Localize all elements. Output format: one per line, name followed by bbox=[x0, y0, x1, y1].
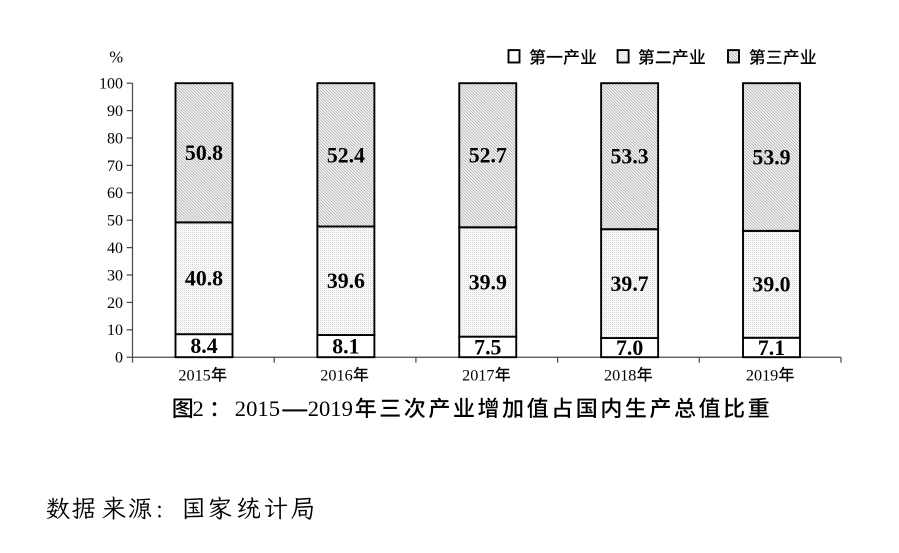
svg-text:40.8: 40.8 bbox=[185, 267, 223, 291]
svg-text:50.8: 50.8 bbox=[185, 141, 223, 165]
svg-text:52.7: 52.7 bbox=[469, 144, 507, 168]
svg-text:20: 20 bbox=[107, 295, 123, 312]
svg-text:30: 30 bbox=[107, 267, 123, 284]
svg-text:60: 60 bbox=[107, 185, 123, 202]
svg-text:52.4: 52.4 bbox=[327, 143, 365, 167]
svg-text:100: 100 bbox=[99, 76, 123, 93]
svg-text:53.3: 53.3 bbox=[611, 145, 649, 169]
svg-text:39.6: 39.6 bbox=[327, 269, 365, 293]
svg-text:2019: 2019 bbox=[746, 366, 778, 384]
svg-text:39.7: 39.7 bbox=[611, 272, 649, 296]
svg-text:2017: 2017 bbox=[462, 366, 494, 384]
svg-text:2015: 2015 bbox=[235, 396, 280, 421]
svg-text:7.0: 7.0 bbox=[616, 336, 643, 360]
svg-text:10: 10 bbox=[107, 322, 123, 339]
svg-text:8.4: 8.4 bbox=[190, 334, 217, 358]
svg-text:8.1: 8.1 bbox=[332, 335, 359, 359]
svg-text:39.9: 39.9 bbox=[469, 270, 507, 294]
svg-text:90: 90 bbox=[107, 103, 123, 120]
svg-text:40: 40 bbox=[107, 240, 123, 257]
svg-text:70: 70 bbox=[107, 158, 123, 175]
svg-text:2015: 2015 bbox=[178, 366, 210, 384]
svg-text:50: 50 bbox=[107, 213, 123, 230]
svg-text:2018: 2018 bbox=[604, 366, 636, 384]
svg-text:80: 80 bbox=[107, 130, 123, 147]
svg-text:0: 0 bbox=[115, 350, 123, 367]
svg-text:7.1: 7.1 bbox=[758, 336, 785, 360]
svg-text:%: % bbox=[109, 48, 123, 67]
svg-text:39.0: 39.0 bbox=[752, 273, 790, 297]
svg-text:53.9: 53.9 bbox=[752, 145, 790, 169]
svg-text:2019: 2019 bbox=[308, 396, 353, 421]
svg-text:2016: 2016 bbox=[320, 366, 352, 384]
svg-text:2: 2 bbox=[193, 396, 204, 421]
svg-text:7.5: 7.5 bbox=[474, 335, 501, 359]
